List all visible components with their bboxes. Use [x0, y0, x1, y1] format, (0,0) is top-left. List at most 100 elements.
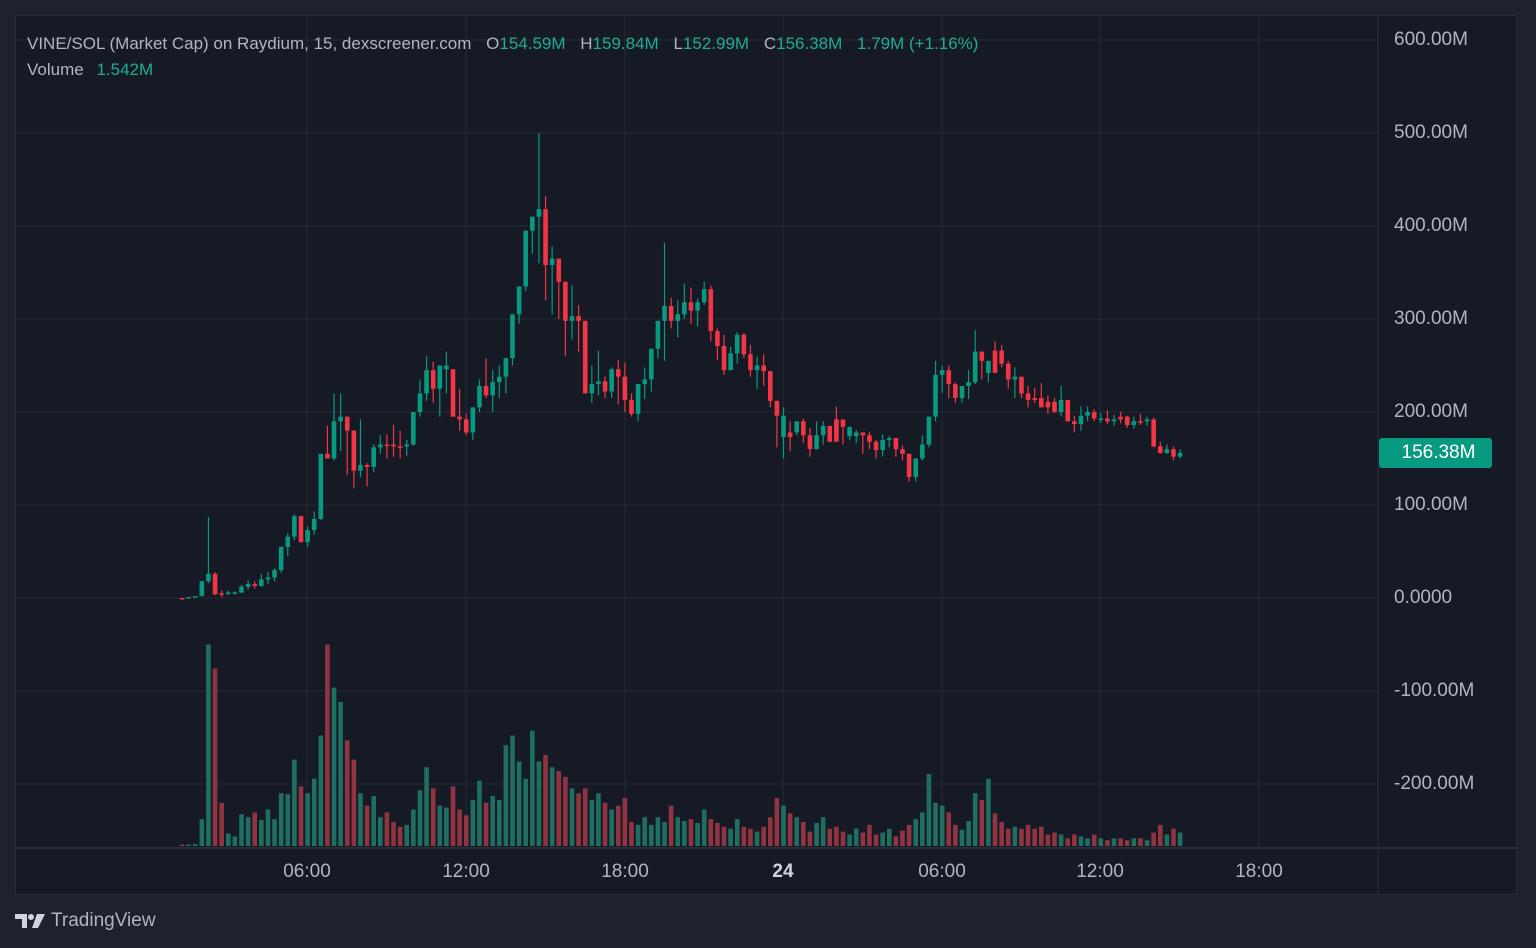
candle-body [873, 441, 879, 451]
volume-bar [530, 730, 535, 846]
volume-bar [920, 812, 925, 846]
candle-body [728, 353, 733, 371]
open-label: O [486, 34, 500, 53]
candle-body [767, 371, 773, 401]
tradingview-logo[interactable]: TradingView [15, 907, 156, 935]
candle-body [913, 458, 919, 478]
candle-body [483, 385, 489, 396]
volume-bar [503, 745, 509, 846]
candle-body [1111, 419, 1117, 422]
chart-panel[interactable] [15, 15, 1517, 895]
candle-body [364, 465, 370, 467]
candle-body [536, 209, 542, 217]
candle-body [682, 302, 687, 315]
candle-body [708, 289, 714, 332]
high-value: 159.84M [592, 34, 659, 53]
volume-bar [853, 828, 859, 846]
volume-bar [721, 826, 727, 846]
candle-body [457, 416, 462, 420]
volume-bar [576, 793, 581, 846]
volume-bar [338, 702, 343, 846]
candle-body [1171, 449, 1176, 457]
volume-bar [536, 761, 542, 846]
volume-bar [490, 796, 495, 846]
time-tick-label: 18:00 [601, 861, 649, 882]
volume-bar [331, 687, 337, 846]
volume-bar [582, 788, 588, 846]
ohlc-row: VINE/SOL (Market Cap) on Raydium, 15, de… [27, 31, 978, 57]
volume-bar [417, 790, 423, 846]
candle-body [490, 382, 495, 396]
candle-body [477, 385, 482, 408]
candle-body [596, 381, 601, 385]
volume-bar [609, 809, 614, 846]
candle-body [807, 435, 813, 450]
time-tick-label: 12:00 [442, 861, 490, 882]
time-tick-label: 24 [772, 861, 794, 882]
candle-body [966, 382, 971, 386]
volume-bar [192, 844, 198, 846]
candle-body [999, 350, 1004, 364]
volume-bar [972, 793, 978, 846]
price-tick-label: 100.00M [1394, 494, 1468, 515]
volume-bar [913, 819, 919, 846]
candle-body [715, 331, 720, 346]
candle-body [622, 376, 628, 400]
low-label: L [673, 34, 683, 53]
symbol-title[interactable]: VINE/SOL (Market Cap) on Raydium, 15, de… [27, 34, 472, 53]
volume-bar [259, 820, 264, 846]
volume-bar [873, 834, 879, 846]
volume-label[interactable]: Volume [27, 60, 84, 79]
candle-body [496, 376, 502, 383]
volume-bar [285, 794, 291, 846]
candle-body [417, 393, 423, 412]
volume-value: 1.542M [96, 60, 154, 79]
candle-body [298, 516, 304, 543]
candle-body [754, 365, 760, 371]
volume-bar [946, 812, 952, 846]
candle-body [1124, 416, 1130, 426]
candle-body [576, 316, 581, 321]
volume-bar [212, 668, 218, 846]
candle-body [635, 384, 641, 414]
volume-bar [668, 805, 674, 846]
volume-bar [1078, 836, 1084, 846]
volume-bar [364, 805, 370, 846]
candle-body [986, 360, 991, 373]
candle-body [292, 516, 297, 537]
candle-body [933, 374, 938, 417]
candle-body [761, 365, 766, 372]
volume-bar [748, 828, 753, 846]
volume-bar [457, 809, 462, 846]
candle-body [338, 416, 343, 422]
volume-bar [358, 793, 363, 846]
candle-body [437, 365, 443, 389]
volume-bar [404, 824, 410, 846]
volume-bar [1032, 828, 1037, 846]
candle-body [331, 421, 337, 459]
volume-bar [556, 771, 562, 846]
candle-body [668, 305, 674, 321]
volume-bar [411, 809, 416, 846]
price-tick-label: 500.00M [1394, 122, 1468, 143]
candle-body [1032, 398, 1037, 400]
volume-bar [992, 813, 998, 846]
volume-bar [344, 740, 350, 846]
volume-bar [999, 822, 1004, 846]
candle-body [265, 577, 271, 580]
volume-bar [206, 644, 211, 846]
volume-bar [801, 822, 806, 846]
volume-bar [979, 799, 985, 846]
candle-body [1098, 418, 1104, 421]
volume-bar [589, 799, 595, 846]
candle-body [252, 584, 258, 586]
volume-bar [569, 788, 575, 846]
volume-bar [1091, 834, 1097, 846]
candle-body [939, 370, 945, 375]
candle-body [734, 334, 740, 354]
candle-body [748, 354, 753, 371]
candle-body [900, 449, 905, 454]
volume-bar [1138, 838, 1143, 846]
candle-body [278, 546, 284, 571]
